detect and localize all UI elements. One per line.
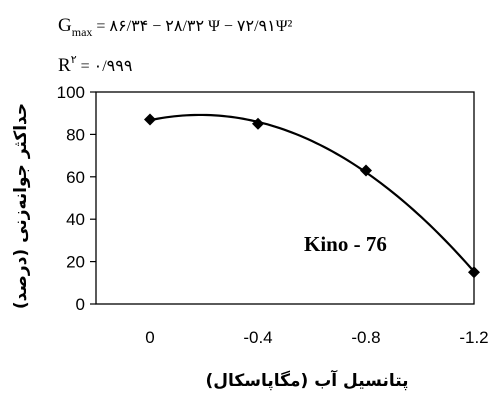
r-squared: R۲ = ۰/۹۹۹ [58,54,132,76]
data-point [468,266,480,279]
y-tick-label: 40 [66,210,85,229]
trendline-layer [149,113,475,273]
r-squared-superscript: ۲ [71,54,77,66]
y-axis: 100 80 60 40 20 0 [57,83,96,314]
y-tick-label: 0 [76,295,85,314]
y-axis-label: حداکثر جوانه‌زنی (درصد) [11,103,31,309]
trendline [149,113,475,273]
x-tick-label: -0.8 [351,328,380,347]
y-tick-label: 20 [66,253,85,272]
y-tick-label: 60 [66,168,85,187]
x-tick-label: -1.2 [459,328,488,347]
y-tick-label: 100 [57,83,85,102]
r-squared-value: = ۰/۹۹۹ [77,58,133,75]
data-point [144,113,156,126]
x-axis: 0 -0.4 -0.8 -1.2 [145,328,488,347]
r-squared-label: R [58,55,71,76]
x-tick-label: 0 [145,328,154,347]
marker-layer [144,113,480,279]
equation-label: G [58,15,72,36]
equation-subscript: max [72,25,93,39]
x-tick-label: -0.4 [243,328,272,347]
annotation-label: Kino - 76 [304,232,387,256]
equation: Gmax = ۸۶/۳۴ − ۲۸/۳۲ Ψ − ۷۲/۹۱Ψ² [58,15,293,39]
data-point [252,117,264,130]
equation-rhs: = ۸۶/۳۴ − ۲۸/۳۲ Ψ − ۷۲/۹۱Ψ² [92,18,292,35]
data-point [360,164,372,177]
x-axis-label: پتانسیل آب (مگاپاسکال) [205,369,408,391]
y-tick-label: 80 [66,125,85,144]
plot-area [95,91,475,305]
